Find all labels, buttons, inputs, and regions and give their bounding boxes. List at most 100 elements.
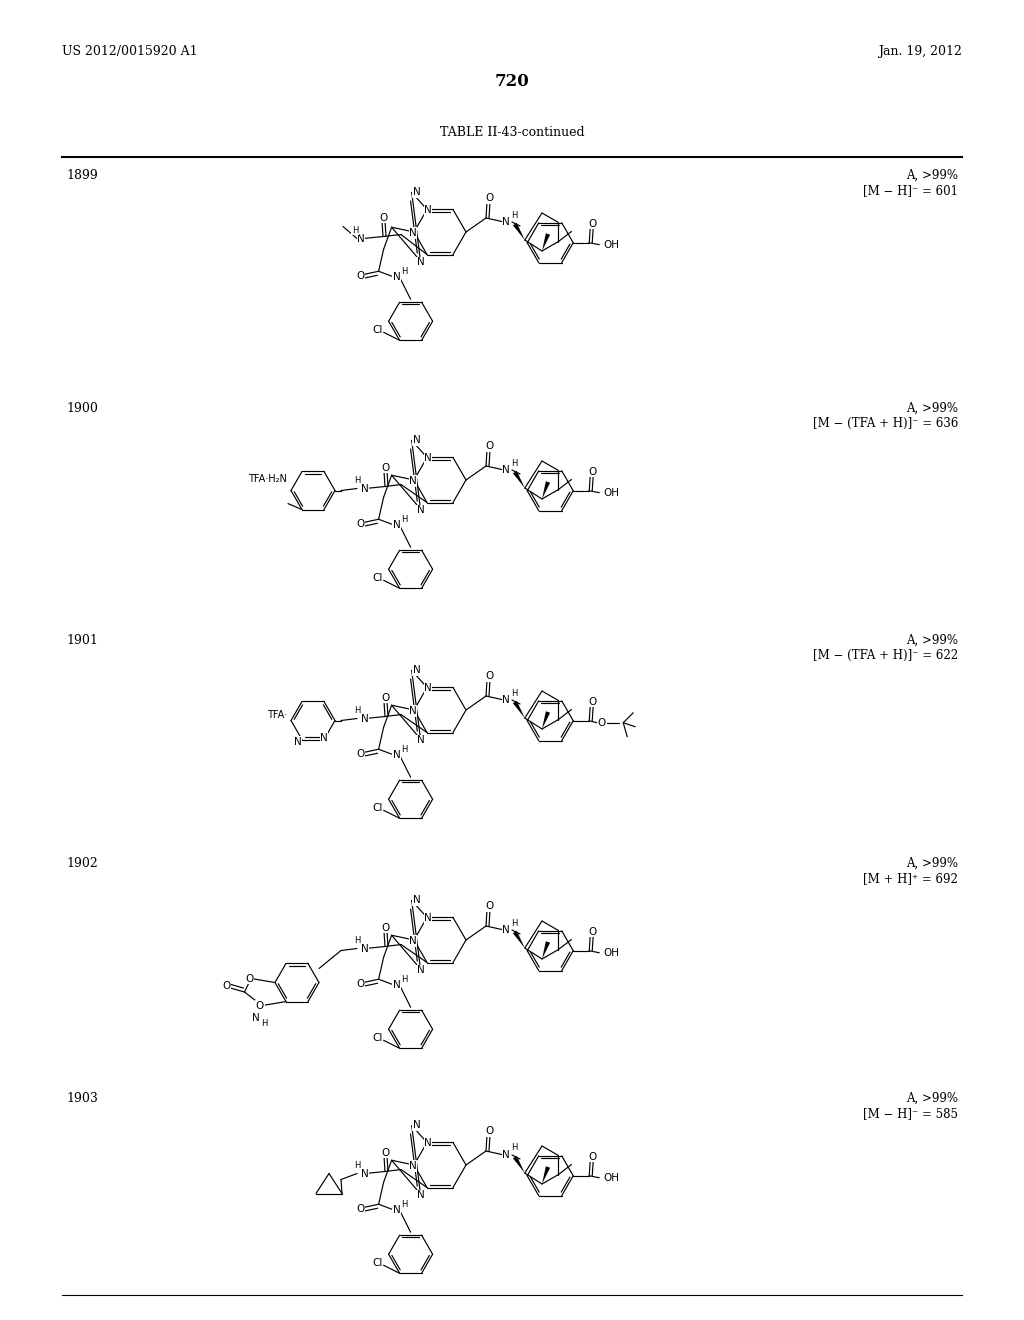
- Text: O: O: [588, 219, 596, 228]
- Text: TABLE II-43-continued: TABLE II-43-continued: [439, 127, 585, 140]
- Text: N: N: [410, 936, 417, 946]
- Text: N: N: [417, 257, 424, 267]
- Text: O: O: [588, 697, 596, 706]
- Text: 720: 720: [495, 74, 529, 91]
- Text: O: O: [485, 671, 494, 681]
- Text: H: H: [261, 1019, 267, 1028]
- Polygon shape: [542, 941, 550, 960]
- Text: O: O: [588, 467, 596, 477]
- Text: 1903: 1903: [66, 1092, 98, 1105]
- Text: N: N: [294, 737, 302, 747]
- Text: O: O: [382, 693, 390, 702]
- Text: N: N: [361, 944, 369, 953]
- Text: O: O: [485, 1126, 494, 1137]
- Text: O: O: [380, 213, 388, 223]
- Text: N: N: [361, 1168, 369, 1179]
- Text: N: N: [502, 925, 510, 935]
- Text: N: N: [410, 706, 417, 715]
- Polygon shape: [542, 711, 550, 729]
- Text: N: N: [417, 506, 424, 515]
- Polygon shape: [513, 471, 524, 488]
- Text: O: O: [485, 193, 494, 203]
- Text: OH: OH: [603, 1172, 620, 1183]
- Text: N: N: [424, 206, 432, 215]
- Text: A, >99%: A, >99%: [906, 857, 958, 870]
- Text: N: N: [393, 1205, 400, 1216]
- Text: N: N: [502, 1150, 510, 1160]
- Text: Cl: Cl: [373, 804, 383, 813]
- Text: N: N: [424, 684, 432, 693]
- Text: O: O: [382, 462, 390, 473]
- Text: N: N: [410, 1162, 417, 1171]
- Text: N: N: [413, 895, 421, 906]
- Text: OH: OH: [603, 488, 620, 498]
- Text: H: H: [401, 267, 408, 276]
- Polygon shape: [513, 701, 524, 718]
- Text: N: N: [424, 454, 432, 463]
- Text: N: N: [393, 981, 400, 990]
- Text: N: N: [357, 234, 365, 243]
- Polygon shape: [513, 931, 524, 948]
- Text: TFA·H₂N: TFA·H₂N: [248, 474, 287, 483]
- Text: A, >99%: A, >99%: [906, 169, 958, 182]
- Text: O: O: [382, 1147, 390, 1158]
- Text: N: N: [413, 436, 421, 445]
- Text: N: N: [413, 665, 421, 676]
- Polygon shape: [513, 223, 524, 240]
- Text: O: O: [356, 1204, 365, 1214]
- Text: [M − (TFA + H)]⁻ = 636: [M − (TFA + H)]⁻ = 636: [813, 417, 958, 430]
- Text: H: H: [354, 1162, 360, 1170]
- Text: N: N: [502, 465, 510, 475]
- Polygon shape: [513, 1156, 524, 1173]
- Text: O: O: [382, 923, 390, 932]
- Text: N: N: [321, 733, 328, 743]
- Text: H: H: [401, 515, 408, 524]
- Text: N: N: [393, 520, 400, 531]
- Text: N: N: [417, 1191, 424, 1200]
- Text: O: O: [356, 271, 365, 281]
- Text: TFA·: TFA·: [266, 710, 287, 719]
- Text: H: H: [401, 974, 408, 983]
- Text: H: H: [511, 210, 517, 219]
- Text: Cl: Cl: [373, 1258, 383, 1269]
- Text: H: H: [511, 1143, 517, 1152]
- Text: A, >99%: A, >99%: [906, 634, 958, 647]
- Text: Cl: Cl: [373, 573, 383, 583]
- Text: H: H: [354, 936, 360, 945]
- Text: A, >99%: A, >99%: [906, 403, 958, 414]
- Polygon shape: [542, 234, 550, 251]
- Text: OH: OH: [603, 948, 620, 958]
- Text: [M − H]⁻ = 585: [M − H]⁻ = 585: [863, 1107, 958, 1119]
- Text: N: N: [393, 750, 400, 760]
- Text: O: O: [485, 441, 494, 451]
- Text: US 2012/0015920 A1: US 2012/0015920 A1: [62, 45, 198, 58]
- Text: H: H: [354, 706, 360, 715]
- Text: H: H: [511, 689, 517, 697]
- Text: H: H: [354, 477, 360, 484]
- Text: [M − H]⁻ = 601: [M − H]⁻ = 601: [863, 183, 958, 197]
- Text: O: O: [485, 902, 494, 911]
- Text: O: O: [588, 927, 596, 937]
- Text: N: N: [361, 483, 369, 494]
- Text: O: O: [356, 750, 365, 759]
- Polygon shape: [542, 1167, 550, 1184]
- Text: 1899: 1899: [66, 169, 97, 182]
- Text: Cl: Cl: [373, 325, 383, 335]
- Text: N: N: [424, 1138, 432, 1148]
- Text: 1902: 1902: [66, 857, 97, 870]
- Text: OH: OH: [603, 240, 620, 249]
- Text: O: O: [356, 979, 365, 989]
- Text: N: N: [502, 216, 510, 227]
- Text: N: N: [502, 696, 510, 705]
- Text: H: H: [401, 744, 408, 754]
- Text: O: O: [588, 1152, 596, 1162]
- Text: [M + H]⁺ = 692: [M + H]⁺ = 692: [863, 873, 958, 884]
- Text: O: O: [356, 519, 365, 529]
- Text: N: N: [417, 965, 424, 975]
- Text: N: N: [252, 1012, 260, 1023]
- Text: H: H: [352, 226, 358, 235]
- Text: O: O: [597, 718, 605, 727]
- Text: N: N: [361, 714, 369, 723]
- Text: O: O: [245, 974, 253, 983]
- Text: 1901: 1901: [66, 634, 98, 647]
